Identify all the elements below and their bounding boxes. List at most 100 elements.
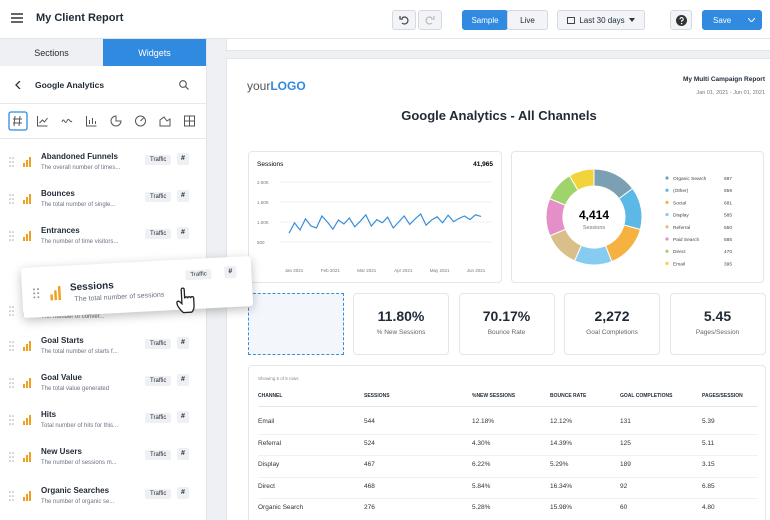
undo-button[interactable] [392,10,416,30]
widget-desc: The number of sessions m... [41,460,117,466]
icon-shape [13,115,22,127]
filter-icon[interactable] [159,116,171,127]
redo-button[interactable] [418,10,442,30]
x-tick-label: Feb 2021 [321,268,341,273]
drag-dot [9,202,11,204]
widgets-tab[interactable]: Widgets [103,39,206,66]
drag-dot [9,386,11,388]
filter-icon[interactable] [13,115,22,127]
kpi-value: 2,272 [594,308,630,324]
drag-dot [12,314,14,316]
dragged-widget[interactable]: Sessions The total number of sessions Tr… [20,256,254,318]
report-dates: Jan 01, 2021 - Jun 01, 2021 [696,90,766,96]
header-rule [258,406,758,407]
widget-desc: The number of organic se... [41,499,115,505]
drag-dot [9,198,11,200]
widget-desc: The total number of single... [41,202,116,208]
hash-button[interactable]: # [177,227,189,239]
drag-dot [12,382,14,384]
sample-toggle[interactable]: Sample [462,10,508,30]
hash-button[interactable]: # [177,411,189,423]
widget-icon [9,491,31,501]
bar-glyph [29,341,31,351]
filter-icon[interactable] [135,115,146,127]
table-cell: 4.80 [702,504,715,511]
icon-shape [61,118,73,123]
drag-dot [9,378,11,380]
filter-icon[interactable] [37,116,48,127]
bar-glyph [23,163,25,167]
legend-dot [665,249,669,253]
hash-button[interactable]: # [177,190,189,202]
drag-dot [12,165,14,167]
live-toggle[interactable]: Live [507,10,548,30]
widget-tag[interactable]: Traffic [145,450,172,460]
widget-desc: Total number of hits for this... [41,423,119,429]
kpi-card: 11.80% % New Sessions [353,293,449,355]
widget-tag[interactable]: Traffic [145,155,172,165]
filter-icon[interactable] [110,115,122,127]
menu-icon[interactable] [11,13,23,23]
widget-tag[interactable]: Traffic [145,192,172,202]
filter-icon[interactable] [61,118,73,123]
filter-icon[interactable] [86,116,97,127]
hash-button[interactable]: # [177,153,189,165]
hash-button[interactable]: # [177,487,189,499]
widget-icon [9,452,31,462]
drag-dot [12,161,14,163]
widget-tag[interactable]: Traffic [145,229,172,239]
table-cell: Display [258,461,280,468]
hash-button[interactable]: # [177,374,189,386]
icon-shape [86,116,97,127]
widget-tag[interactable]: Traffic [145,489,172,499]
sections-tab[interactable]: Sections [0,39,103,66]
back-icon[interactable] [14,81,22,89]
legend-label: Display [673,213,689,219]
bar-glyph [29,415,31,425]
date-range: Last 30 days [579,15,625,25]
drag-dot [9,194,11,196]
drop-placeholder [248,293,344,355]
bar-glyph [26,455,28,462]
save-label: Save [713,15,732,25]
help-button[interactable] [670,10,692,30]
bar-glyph [23,347,25,351]
table-cell: 125 [620,439,631,447]
donut-card: Organic Search 687 (Other) 659 Social 681 Disp… [511,151,764,283]
widget-desc: The number of time visitors... [41,239,119,245]
widget-type-filter [8,111,195,131]
widget-tag[interactable]: Traffic [145,413,172,423]
legend-label: (Other) [673,188,689,194]
search-icon[interactable] [179,80,189,90]
row-rule [258,498,758,499]
drag-dot [12,239,14,241]
filter-icon[interactable] [184,115,195,127]
legend-label: Organic Search [673,176,707,182]
bar-glyph [29,491,31,501]
legend-dot [665,225,669,229]
date-picker[interactable]: Last 30 days [557,10,645,30]
drag-dot [9,491,11,493]
table-card: Showing 5 of 5 rows CHANNEL SESSIONS %NEW S… [248,365,766,520]
widget-tag[interactable]: Traffic [145,339,172,349]
bar-glyph [29,452,31,462]
table-cell: 3.15 [702,461,715,468]
table-cell: 15.98% [550,504,573,511]
column-header: SESSIONS [364,393,390,399]
x-tick-label: Jun 2021 [467,268,486,273]
donut-segment [568,168,595,192]
drag-dot [12,386,14,388]
report-name: My Multi Campaign Report [683,76,765,83]
hash-button[interactable]: # [177,448,189,460]
hash-button[interactable]: # [177,337,189,349]
widget-tag[interactable]: Traffic [145,376,172,386]
drag-dot [9,314,11,316]
table-cell: 6.85 [702,482,715,490]
bar-glyph [23,200,25,204]
bar-glyph [23,237,25,241]
drag-dot [12,456,14,458]
table-cell: 544 [364,418,375,425]
sessions-line [288,213,482,234]
widget-name: Abandoned Funnels [41,152,118,161]
save-button[interactable]: Save [702,10,762,30]
